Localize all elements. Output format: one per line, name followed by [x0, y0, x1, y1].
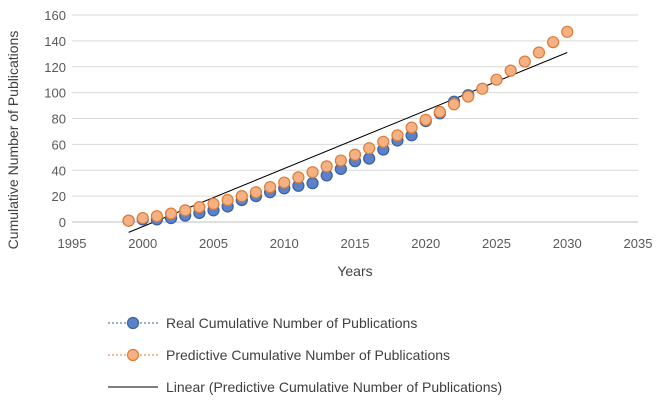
predictive-series-point: [278, 176, 291, 189]
y-tick-label: 100: [44, 86, 66, 101]
real-series-point: [363, 152, 376, 165]
x-tick-label: 2030: [553, 236, 582, 251]
predictive-series-point: [490, 73, 503, 86]
x-tick-label: 2010: [270, 236, 299, 251]
predictive-series-point: [122, 214, 135, 227]
x-tick-label: 2025: [482, 236, 511, 251]
y-tick-label: 160: [44, 8, 66, 23]
data-points: [122, 25, 574, 227]
legend-marker: [126, 316, 140, 330]
predictive-series-point: [518, 55, 531, 68]
y-tick-label: 40: [52, 163, 66, 178]
predictive-series-point: [306, 166, 319, 179]
predictive-series-point: [405, 121, 418, 134]
predictive-series-point: [561, 25, 574, 38]
predictive-series-point: [320, 160, 333, 173]
legend: Real Cumulative Number of Publications Pr…: [108, 315, 502, 395]
legend-item-linear: Linear (Predictive Cumulative Number of …: [108, 379, 502, 395]
y-axis-ticks: 0 20 40 60 80 100 120 140 160: [44, 8, 66, 230]
gridlines: [72, 14, 638, 223]
predictive-series-point: [136, 212, 149, 225]
predictive-series-point: [532, 46, 546, 59]
predictive-series-point: [377, 135, 390, 148]
predictive-series-point: [419, 113, 432, 126]
predictive-series-point: [179, 204, 192, 217]
predictive-series-point: [164, 207, 178, 220]
predictive-series-point: [193, 201, 206, 214]
legend-item-predictive: Predictive Cumulative Number of Publicat…: [108, 347, 450, 363]
y-tick-label: 60: [52, 137, 66, 152]
predictive-series-point: [334, 154, 347, 167]
legend-label: Linear (Predictive Cumulative Number of …: [166, 379, 502, 395]
y-axis-title: Cumulative Number of Publications: [5, 31, 21, 250]
legend-label: Real Cumulative Number of Publications: [166, 315, 417, 331]
x-axis-title: Years: [337, 263, 372, 279]
real-series-point: [306, 177, 319, 190]
x-axis-ticks: 1995 2000 2005 2010 2015 2020 2025 2030 2035: [58, 236, 653, 251]
predictive-series-point: [264, 180, 277, 194]
predictive-series-point: [462, 90, 475, 103]
x-tick-label: 2035: [624, 236, 653, 251]
y-tick-label: 0: [59, 215, 66, 230]
x-tick-label: 2000: [128, 236, 157, 251]
predictive-series-point: [249, 186, 263, 199]
predictive-series-point: [447, 98, 461, 111]
x-tick-label: 2005: [199, 236, 228, 251]
y-tick-label: 80: [52, 112, 66, 127]
predictive-series-point: [476, 82, 489, 95]
predictive-series-point: [150, 210, 163, 223]
predictive-series-point: [546, 36, 560, 49]
predictive-series-point: [235, 190, 248, 203]
x-tick-label: 2015: [341, 236, 370, 251]
y-tick-label: 140: [44, 34, 66, 49]
predictive-series-point: [207, 197, 220, 210]
x-tick-label: 2020: [411, 236, 440, 251]
predictive-series-point: [292, 171, 305, 184]
legend-item-real: Real Cumulative Number of Publications: [108, 315, 417, 331]
predictive-series-point: [363, 142, 376, 155]
predictive-series-point: [348, 148, 362, 161]
predictive-series-point: [221, 193, 234, 207]
legend-marker: [126, 348, 140, 362]
y-tick-label: 120: [44, 60, 66, 75]
legend-label: Predictive Cumulative Number of Publicat…: [166, 347, 450, 363]
x-tick-label: 1995: [58, 236, 87, 251]
predictive-series-point: [433, 105, 446, 119]
predictive-series-point: [504, 64, 517, 77]
y-tick-label: 20: [52, 189, 66, 204]
predictive-series-point: [391, 129, 404, 142]
